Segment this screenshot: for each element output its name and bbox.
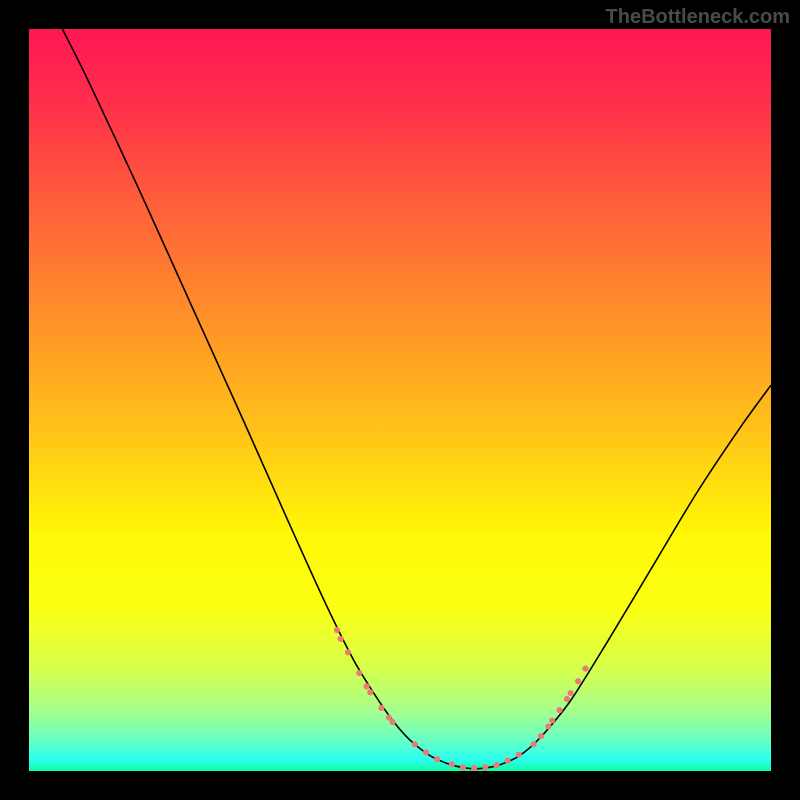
curve-marker <box>568 690 574 696</box>
curve-marker <box>460 764 466 770</box>
curve-marker <box>356 670 362 676</box>
curve-marker <box>389 719 395 725</box>
bottleneck-curve <box>62 29 771 769</box>
curve-marker <box>434 756 440 762</box>
curve-marker <box>516 752 522 758</box>
curve-marker <box>549 717 555 723</box>
curve-marker <box>449 761 455 767</box>
curve-marker <box>345 649 351 655</box>
curve-marker <box>471 765 477 771</box>
curve-marker <box>493 762 499 768</box>
curve-marker <box>564 696 570 702</box>
curve-marker <box>334 627 340 633</box>
curve-marker <box>338 636 344 642</box>
curve-layer <box>29 29 771 771</box>
curve-marker <box>412 741 418 747</box>
curve-marker <box>545 723 551 729</box>
curve-marker <box>482 764 488 770</box>
curve-marker <box>538 733 544 739</box>
plot-area <box>29 29 771 771</box>
curve-marker <box>378 705 384 711</box>
curve-marker <box>364 683 370 689</box>
curve-marker <box>582 666 588 672</box>
curve-marker <box>504 758 510 764</box>
curve-markers <box>334 627 589 771</box>
curve-marker <box>367 689 373 695</box>
curve-marker <box>530 741 536 747</box>
watermark-text: TheBottleneck.com <box>606 6 790 29</box>
curve-marker <box>556 707 562 713</box>
curve-marker <box>423 749 429 755</box>
curve-marker <box>575 678 581 684</box>
